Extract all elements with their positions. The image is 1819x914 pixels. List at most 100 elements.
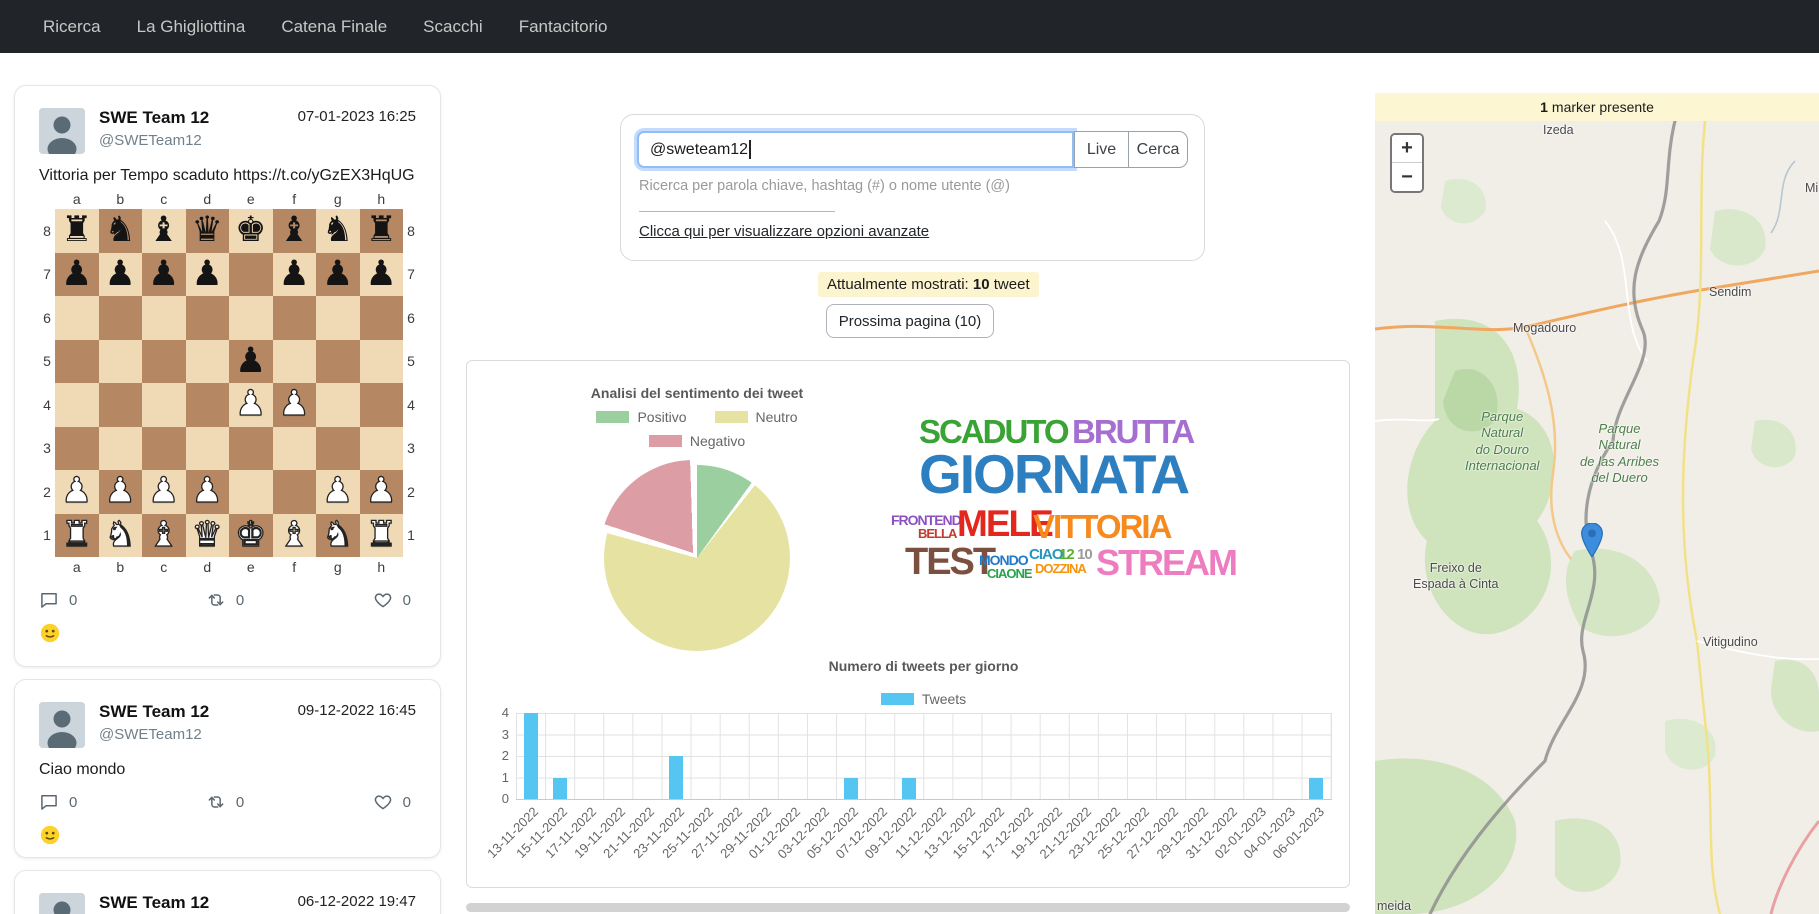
- y-tick-label: 0: [501, 791, 509, 806]
- board-coordinate: 4: [407, 396, 415, 413]
- board-coordinate: 5: [43, 353, 51, 370]
- board-square-e3: [229, 426, 273, 470]
- board-corner: [403, 557, 419, 577]
- legend-item-neutro: Neutro: [714, 409, 798, 425]
- nav-link-la-ghigliottina[interactable]: La Ghigliottina: [136, 16, 246, 36]
- marker-pin-icon: [1581, 522, 1603, 559]
- sentiment-row: [39, 622, 416, 649]
- divider: [639, 211, 835, 212]
- board-square-c2: ♟: [142, 470, 186, 514]
- chess-piece: ♟: [191, 253, 223, 294]
- board-square-a4: [55, 383, 99, 427]
- chess-piece: ♝: [147, 514, 180, 555]
- chess-piece: ♜: [60, 514, 93, 555]
- map-label-mogadouro: Mogadouro: [1513, 321, 1577, 335]
- chess-piece: ♟: [234, 384, 267, 425]
- live-button[interactable]: Live: [1074, 131, 1128, 168]
- chess-piece: ♜: [61, 210, 93, 251]
- map[interactable]: Izeda Mi Sendim Mogadouro Parque Natural do Do…: [1375, 121, 1819, 914]
- pie-legend: Positivo Neutro Negativo: [537, 409, 857, 449]
- search-button[interactable]: Cerca: [1128, 131, 1188, 168]
- chess-piece: ♝: [148, 210, 180, 251]
- search-buttons: Live Cerca: [1074, 131, 1188, 168]
- map-zoom-control: + −: [1390, 133, 1424, 193]
- tweet-header: SWE Team 12 @SWETeam12 06-12-2022 19:47: [39, 893, 416, 914]
- retweet-button[interactable]: 0: [206, 792, 244, 812]
- board-coordinate: d: [203, 559, 212, 575]
- cloud-word-test: TEST: [905, 541, 996, 583]
- y-tick-label: 1: [501, 769, 509, 785]
- board-coordinate: a: [72, 559, 81, 575]
- board-square-a8: ♜: [55, 209, 99, 253]
- map-label-vitigudino: Vitigudino: [1703, 635, 1758, 649]
- zoom-out-button[interactable]: −: [1392, 163, 1422, 191]
- zoom-in-button[interactable]: +: [1392, 135, 1422, 163]
- board-square-b5: [98, 339, 142, 383]
- bar-23-11-2022: [669, 756, 684, 799]
- like-button[interactable]: 0: [373, 590, 411, 610]
- nav-link-scacchi[interactable]: Scacchi: [423, 16, 483, 36]
- horizontal-scrollbar[interactable]: [466, 903, 1350, 912]
- chess-piece: ♟: [321, 471, 354, 512]
- legend-label: Tweets: [921, 691, 967, 707]
- chess-piece: ♟: [147, 471, 180, 512]
- next-page-button[interactable]: Prossima pagina (10): [826, 304, 994, 338]
- bar-05-12-2022: [843, 777, 858, 799]
- retweet-button[interactable]: 0: [206, 590, 244, 610]
- heart-icon: [374, 593, 391, 608]
- cloud-word-ciaone: CIAONE: [987, 566, 1033, 581]
- comment-button[interactable]: 0: [39, 792, 77, 812]
- board-square-d8: ♛: [185, 209, 229, 253]
- board-square-h2: ♟: [359, 470, 403, 514]
- cloud-word-mondo: MONDO: [979, 552, 1029, 568]
- board-square-d1: ♛: [185, 513, 229, 557]
- comment-count: 0: [69, 591, 78, 609]
- like-button[interactable]: 0: [373, 792, 411, 812]
- heart-icon: [374, 795, 391, 810]
- board-square-g2: ♟: [316, 470, 360, 514]
- bar-chart-legend: Tweets: [516, 691, 1331, 707]
- navbar: Ricerca La Ghigliottina Catena Finale Scacc…: [0, 0, 1819, 53]
- board-square-a5: [55, 339, 99, 383]
- map-panel: 1 marker presente: [1375, 93, 1819, 914]
- retweet-count: 0: [235, 591, 245, 609]
- engagement-bar: 0 0 0: [39, 792, 411, 812]
- board-coordinate: 2: [43, 483, 51, 500]
- nav-link-ricerca[interactable]: Ricerca: [43, 16, 101, 36]
- bar-chart-x-axis: 13-11-2022 15-11-2022 17-11-2022 19-11-2022…: [484, 804, 1331, 884]
- board-square-f8: ♝: [272, 209, 316, 253]
- board-square-e7: [229, 252, 273, 296]
- board-coordinate: e: [246, 191, 255, 207]
- board-square-c8: ♝: [142, 209, 186, 253]
- board-square-g4: [316, 383, 360, 427]
- board-coordinate: 4: [43, 396, 51, 413]
- nav-link-catena-finale[interactable]: Catena Finale: [281, 16, 388, 36]
- cloud-word-12: 12: [1059, 546, 1075, 563]
- chess-piece: ♛: [191, 514, 224, 555]
- y-tick-label: 2: [501, 748, 509, 763]
- board-square-f1: ♝: [272, 513, 316, 557]
- board-square-c3: [142, 426, 186, 470]
- board-square-c6: [142, 296, 186, 340]
- map-marker[interactable]: [1581, 522, 1603, 562]
- search-input[interactable]: @sweteam12: [637, 131, 1074, 168]
- cloud-word-giornata: GIORNATA: [919, 443, 1190, 505]
- search-card: @sweteam12 Live Cerca Ricerca per parola…: [620, 114, 1205, 261]
- board-corner: [403, 189, 419, 209]
- like-count: 0: [402, 591, 411, 609]
- board-square-f5: [272, 339, 316, 383]
- comment-button[interactable]: 0: [39, 590, 77, 610]
- tweet-timestamp: 06-12-2022 19:47: [297, 893, 416, 910]
- like-count: 0: [402, 793, 411, 811]
- nav-link-fantacitorio[interactable]: Fantacitorio: [518, 16, 608, 36]
- board-square-a6: [55, 296, 99, 340]
- board-coordinate: 7: [43, 266, 51, 283]
- default-avatar-icon: [39, 108, 85, 154]
- advanced-options-link[interactable]: Clicca qui per visualizzare opzioni avan…: [639, 223, 930, 240]
- tweet-card: SWE Team 12 @SWETeam12 06-12-2022 19:47: [14, 870, 441, 914]
- pie-chart: [600, 460, 790, 651]
- board-coordinate: 7: [407, 266, 415, 283]
- board-square-a1: ♜: [55, 513, 99, 557]
- board-square-d3: [185, 426, 229, 470]
